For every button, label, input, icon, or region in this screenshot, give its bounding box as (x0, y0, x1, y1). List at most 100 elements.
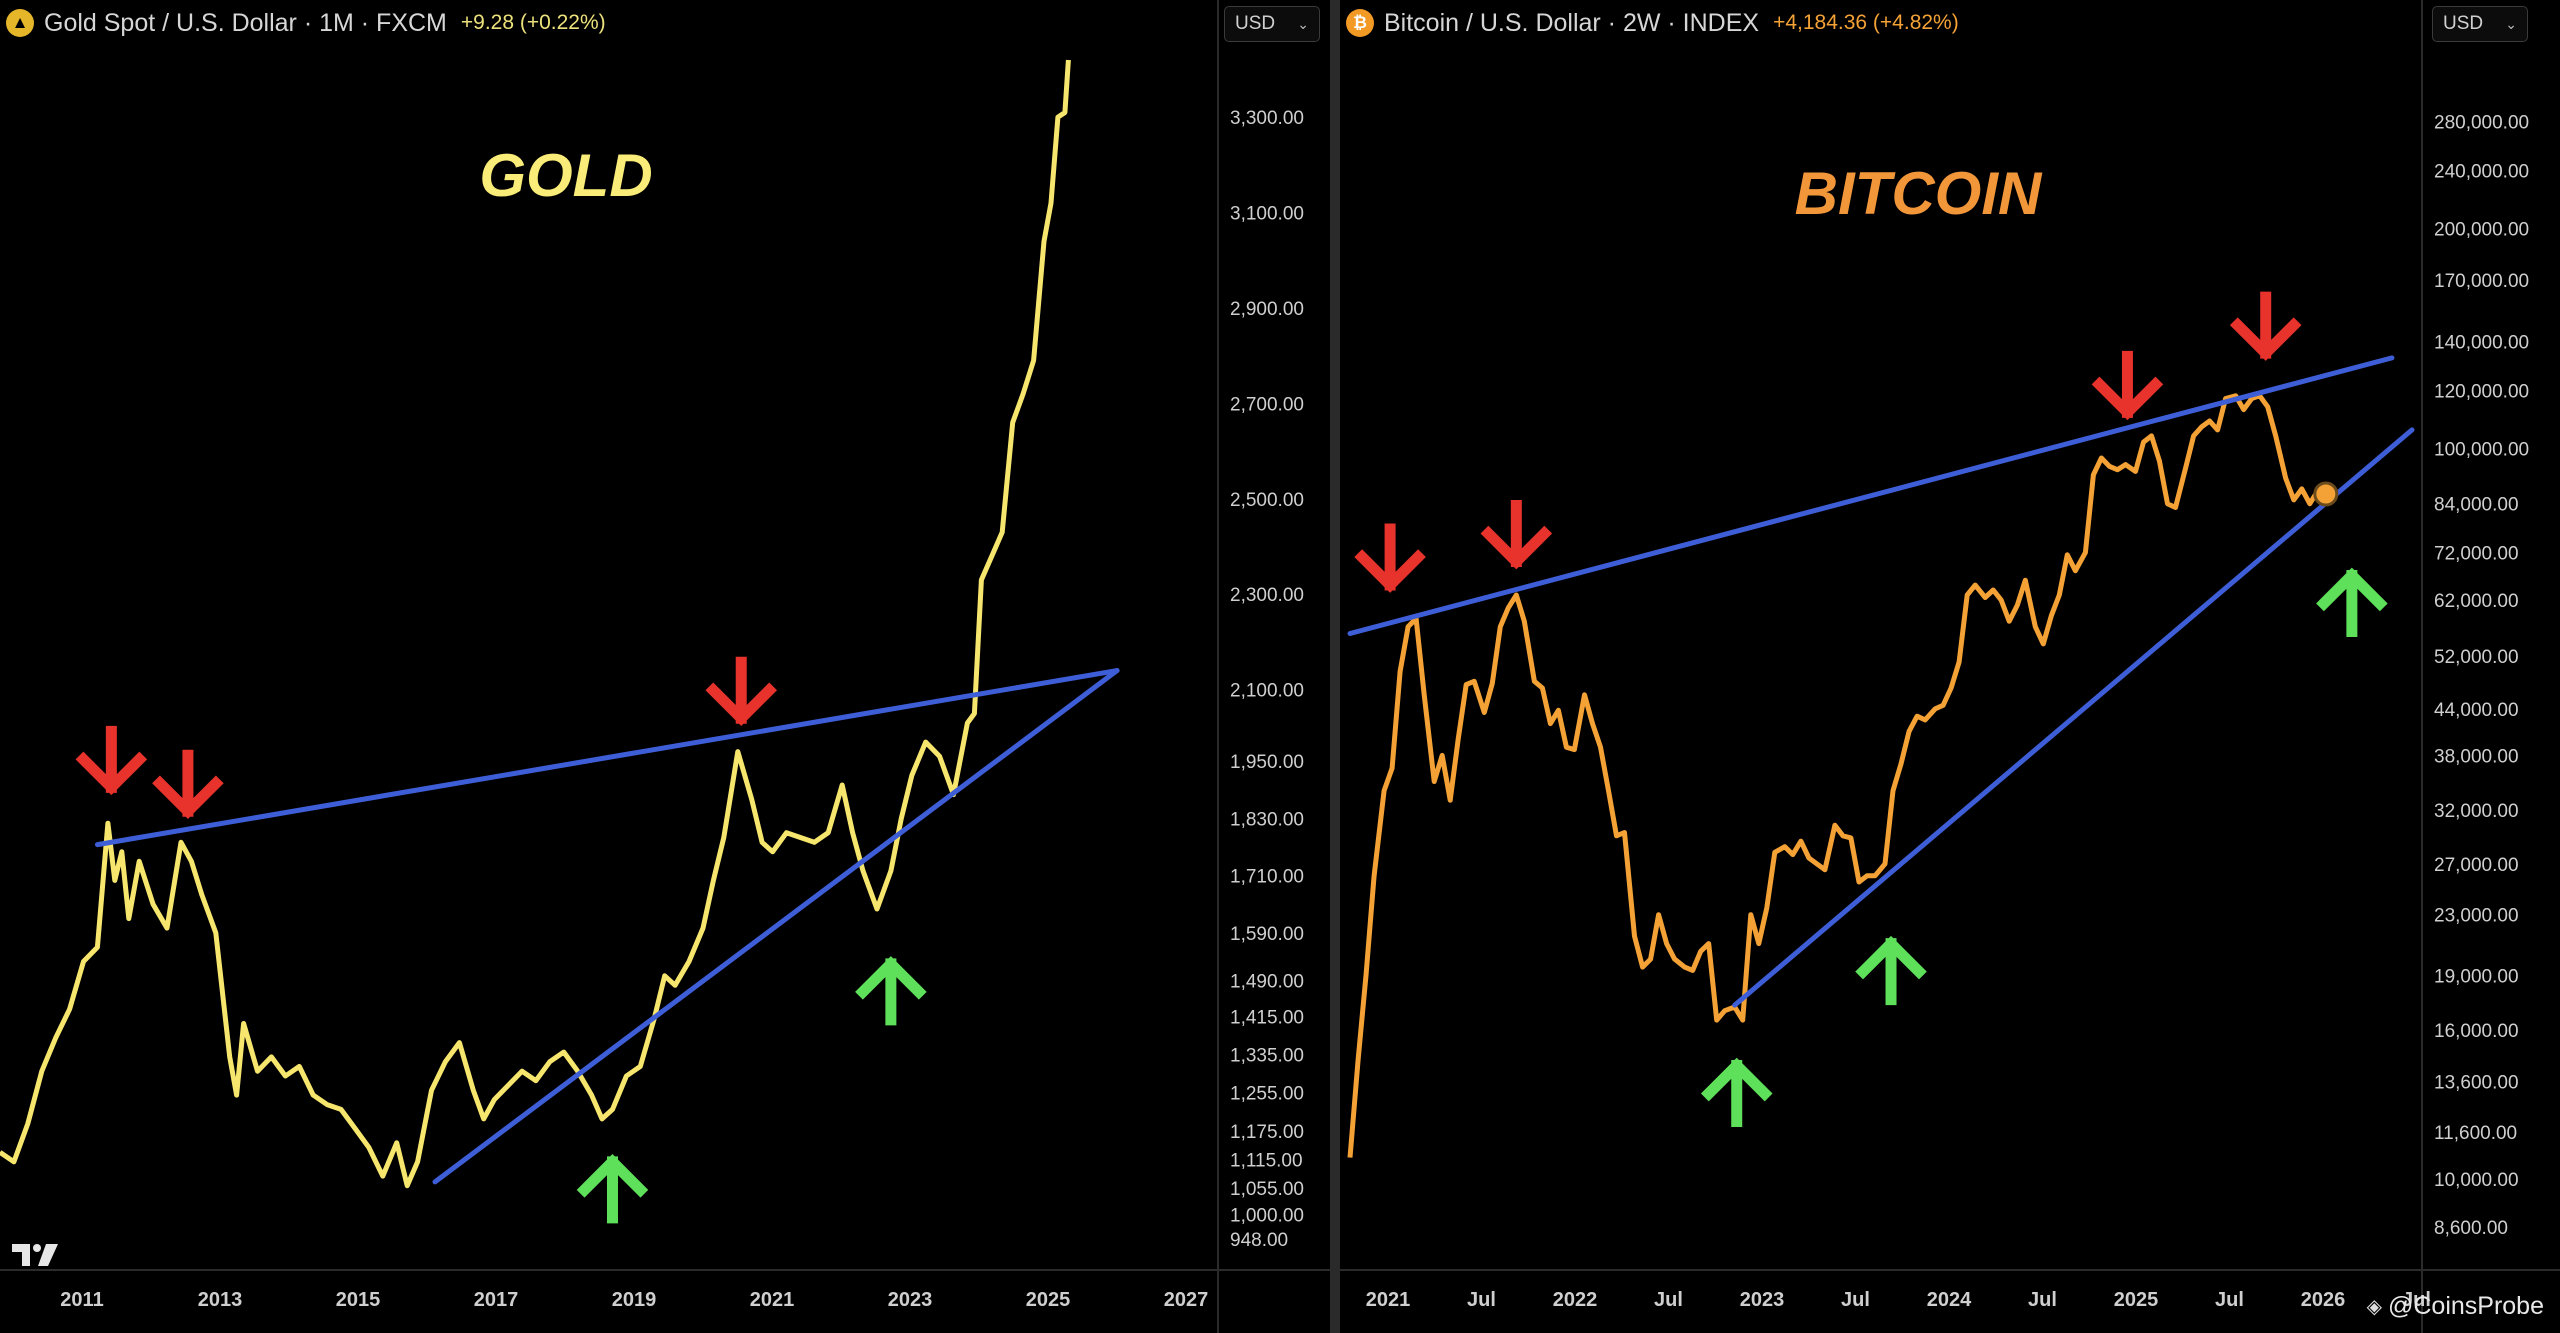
gold-down-arrow-icon (705, 656, 778, 727)
gold-trendline-resistance (94, 668, 1120, 848)
gold-up-arrow-icon (855, 956, 927, 1026)
bitcoin-down-arrow-icon (1480, 500, 1553, 570)
tradingview-logo-icon[interactable] (10, 1240, 62, 1270)
bitcoin-y-tick-label: 170,000.00 (2434, 271, 2529, 292)
gold-down-arrow-icon (75, 725, 148, 796)
bitcoin-up-arrow-icon (1855, 935, 1927, 1006)
gold-y-tick-label: 1,255.00 (1230, 1084, 1304, 1105)
gold-y-tick-label: 2,700.00 (1230, 394, 1304, 415)
gold-price-change: +9.28 (+0.22%) (460, 11, 606, 34)
bitcoin-up-arrow-icon (1700, 1057, 1773, 1128)
bitcoin-currency-label: USD (2443, 13, 2484, 34)
bitcoin-y-tick-label: 8,600.00 (2434, 1218, 2508, 1239)
gold-y-tick-label: 1,590.00 (1230, 924, 1304, 945)
bitcoin-down-arrow-icon (1354, 523, 1426, 593)
bitcoin-price-line (1347, 393, 2327, 1158)
bitcoin-chart-svg[interactable]: 280,000.00 240,000.00 200,000.00 170,000.00… (1340, 0, 2560, 1333)
bitcoin-price-change: +4,184.36 (+4.82%) (1773, 11, 1959, 34)
bitcoin-y-tick-label: 72,000.00 (2434, 544, 2519, 565)
bitcoin-y-tick-label: 120,000.00 (2434, 381, 2529, 402)
bitcoin-x-tick-label: Jul (2215, 1289, 2244, 1311)
gold-big-label: GOLD (479, 142, 652, 209)
chevron-down-icon: ⌄ (1297, 15, 1309, 32)
bitcoin-y-tick-label: 100,000.00 (2434, 439, 2529, 460)
bitcoin-chart-pane[interactable]: 280,000.00 240,000.00 200,000.00 170,000.00… (1340, 0, 2560, 1333)
gold-coin-icon: ▲ (6, 9, 34, 37)
bitcoin-y-tick-label: 10,000.00 (2434, 1170, 2519, 1191)
bitcoin-big-label: BITCOIN (1795, 160, 2043, 227)
bitcoin-y-tick-label: 280,000.00 (2434, 113, 2529, 134)
bitcoin-y-tick-label: 38,000.00 (2434, 746, 2519, 767)
bitcoin-currency-select[interactable]: USD ⌄ (2432, 6, 2528, 42)
bitcoin-x-tick-label: Jul (1467, 1289, 1496, 1311)
gold-symbol-title[interactable]: Gold Spot / U.S. Dollar · 1M · FXCM (44, 8, 447, 37)
bitcoin-symbol-title[interactable]: Bitcoin / U.S. Dollar · 2W · INDEX (1384, 8, 1760, 37)
bitcoin-y-tick-label: 16,000.00 (2434, 1021, 2519, 1042)
gold-y-tick-label: 1,055.00 (1230, 1179, 1304, 1200)
gold-down-arrow-icon (152, 749, 224, 820)
bitcoin-y-tick-label: 52,000.00 (2434, 647, 2519, 668)
gold-x-tick-label: 2013 (198, 1289, 243, 1311)
gold-y-tick-label: 3,300.00 (1230, 108, 1304, 129)
binance-square-icon: ◈ (2366, 1296, 2382, 1318)
bitcoin-y-tick-label: 200,000.00 (2434, 219, 2529, 240)
bitcoin-icon: ₿ (1346, 9, 1374, 37)
gold-y-tick-label: 1,415.00 (1230, 1007, 1304, 1028)
bitcoin-x-tick-label: 2025 (2114, 1289, 2159, 1311)
pane-splitter[interactable] (1330, 0, 1340, 1333)
gold-y-tick-label: 1,000.00 (1230, 1205, 1304, 1226)
gold-y-tick-label: 3,100.00 (1230, 204, 1304, 225)
gold-up-arrow-icon (576, 1154, 649, 1224)
bitcoin-trendline-support (1732, 427, 2415, 1008)
gold-x-tick-label: 2011 (60, 1289, 103, 1311)
bitcoin-down-arrow-icon (2091, 350, 2164, 421)
bitcoin-y-tick-label: 19,000.00 (2434, 966, 2519, 987)
credit-text: @CoinsProbe (2387, 1292, 2544, 1320)
gold-x-tick-label: 2017 (474, 1289, 519, 1311)
gold-chart-svg[interactable]: 3,300.00 3,100.00 2,900.00 2,700.00 2,500.00… (0, 0, 1330, 1333)
gold-y-tick-label: 1,950.00 (1230, 752, 1304, 773)
gold-y-tick-label: 1,175.00 (1230, 1122, 1304, 1143)
bitcoin-x-tick-label: Jul (2028, 1289, 2057, 1311)
gold-symbol-header: ▲ Gold Spot / U.S. Dollar · 1M · FXCM +9… (6, 6, 606, 40)
gold-y-tick-label: 1,490.00 (1230, 972, 1304, 993)
bitcoin-trendline-resistance (1347, 355, 2395, 636)
gold-trendline-support (432, 668, 1120, 1185)
bitcoin-x-tick-label: Jul (1841, 1289, 1870, 1311)
gold-y-tick-label: 948.00 (1230, 1230, 1288, 1251)
gold-price-line (0, 59, 1071, 1189)
gold-x-tick-label: 2023 (888, 1289, 933, 1311)
gold-y-tick-label: 2,300.00 (1230, 585, 1304, 606)
bitcoin-y-tick-label: 13,600.00 (2434, 1072, 2519, 1093)
gold-x-tick-label: 2025 (1026, 1289, 1071, 1311)
bitcoin-down-arrow-icon (2229, 291, 2302, 361)
bitcoin-y-tick-label: 240,000.00 (2434, 162, 2529, 183)
bitcoin-x-tick-label: 2026 (2301, 1289, 2346, 1311)
bitcoin-y-tick-label: 23,000.00 (2434, 906, 2519, 927)
gold-x-tick-label: 2019 (612, 1289, 657, 1311)
bitcoin-y-tick-label: 44,000.00 (2434, 700, 2519, 721)
gold-y-tick-label: 1,710.00 (1230, 867, 1304, 888)
bitcoin-y-tick-label: 32,000.00 (2434, 801, 2519, 822)
bitcoin-y-tick-label: 27,000.00 (2434, 855, 2519, 876)
gold-y-tick-label: 2,900.00 (1230, 299, 1304, 320)
credit-footer: ◈ @CoinsProbe (2367, 1292, 2544, 1321)
gold-currency-select[interactable]: USD ⌄ (1224, 6, 1320, 42)
bitcoin-y-tick-label: 11,600.00 (2434, 1123, 2517, 1144)
bitcoin-last-price-dot (2313, 481, 2339, 507)
bitcoin-symbol-header: ₿ Bitcoin / U.S. Dollar · 2W · INDEX +4,… (1346, 6, 1959, 40)
gold-y-tick-label: 2,100.00 (1230, 681, 1304, 702)
gold-chart-pane[interactable]: 3,300.00 3,100.00 2,900.00 2,700.00 2,500.00… (0, 0, 1330, 1333)
bitcoin-x-tick-label: 2021 (1366, 1289, 1411, 1311)
bitcoin-x-tick-label: Jul (1654, 1289, 1683, 1311)
gold-y-tick-label: 1,115.00 (1230, 1150, 1303, 1171)
gold-x-tick-label: 2015 (336, 1289, 381, 1311)
bitcoin-x-tick-label: Jul (2402, 1289, 2431, 1311)
bitcoin-up-arrow-icon (2316, 567, 2388, 637)
bitcoin-x-tick-label: 2023 (1740, 1289, 1785, 1311)
bitcoin-y-tick-label: 140,000.00 (2434, 333, 2529, 354)
gold-y-tick-label: 1,830.00 (1230, 809, 1304, 830)
bitcoin-y-tick-label: 84,000.00 (2434, 495, 2519, 516)
bitcoin-x-tick-label: 2024 (1927, 1289, 1972, 1311)
bitcoin-y-tick-label: 62,000.00 (2434, 591, 2519, 612)
